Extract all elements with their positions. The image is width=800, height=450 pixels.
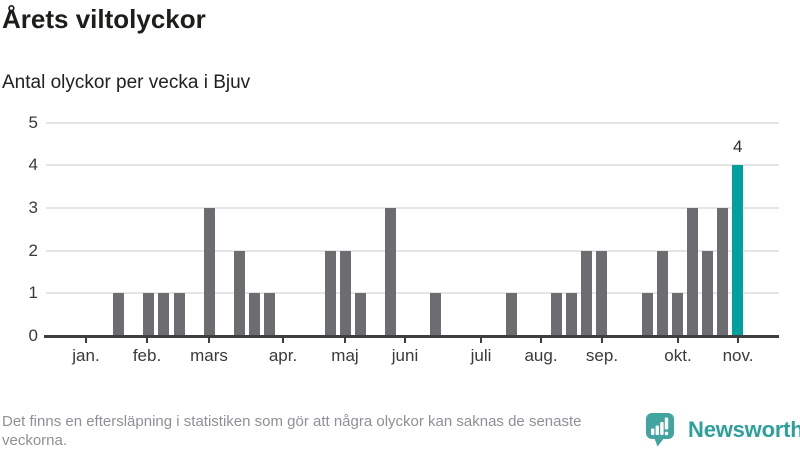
- x-axis-month-label: feb.: [132, 346, 162, 365]
- x-axis-tick: [601, 338, 603, 343]
- chart-bar: [656, 250, 668, 335]
- newsworthy-wordmark: Newsworthy: [688, 417, 800, 442]
- page-title: Årets viltolyckor: [2, 4, 206, 34]
- chart-bar: [671, 293, 683, 335]
- x-axis-tick: [404, 338, 406, 343]
- x-axis-month-label: sep.: [585, 346, 619, 365]
- chart-bar: [173, 293, 185, 335]
- chart-bar: [143, 293, 155, 335]
- chart-bar: [717, 207, 729, 335]
- footnote-disclaimer: Det finns en eftersläpning i statistiken…: [2, 413, 582, 449]
- y-axis-tick-label: 0: [28, 326, 38, 345]
- y-axis-tick-label: 3: [28, 197, 38, 217]
- highlight-value-label: 4: [732, 137, 743, 157]
- chart-bar: [249, 293, 260, 335]
- y-axis-tick-label: 4: [28, 155, 38, 175]
- x-axis-month-label: nov.: [722, 346, 754, 365]
- gridline-y1: [46, 292, 779, 295]
- chart-subtitle: Antal olyckor per vecka i Bjuv: [2, 72, 251, 93]
- y-axis-tick-label: 5: [28, 112, 38, 132]
- chart-bar: [264, 293, 276, 335]
- x-axis-tick: [540, 338, 542, 343]
- chart-bar: [158, 293, 170, 335]
- chart-bar: [113, 293, 125, 335]
- chart-bar: [581, 250, 593, 335]
- newsworthy-bubble-chart-icon: [644, 411, 680, 449]
- y-axis-tick-label: 2: [28, 240, 38, 260]
- chart-bar: [430, 293, 442, 335]
- x-axis-tick: [85, 338, 87, 343]
- x-axis-month-label: juli: [470, 346, 492, 365]
- chart-bar: [233, 250, 245, 335]
- chart-bar: [339, 250, 351, 335]
- x-axis-tick: [208, 338, 210, 343]
- chart-bar: [551, 293, 562, 335]
- chart-bar-highlighted: [732, 165, 744, 335]
- x-axis-month-label: maj: [331, 346, 359, 365]
- y-axis-tick-label: 1: [28, 283, 38, 303]
- chart-bar: [203, 207, 215, 335]
- chart-bar: [505, 293, 517, 335]
- chart-bar: [324, 250, 336, 335]
- x-axis-tick: [282, 338, 284, 343]
- chart-bar: [641, 293, 653, 335]
- chart-bar: [702, 250, 713, 335]
- x-axis-tick: [146, 338, 148, 343]
- chart-bar: [596, 250, 608, 335]
- chart-bar: [384, 207, 396, 335]
- gridline-y3: [46, 206, 779, 209]
- x-axis-tick: [480, 338, 482, 343]
- gridline-y4: [46, 164, 779, 167]
- x-axis-month-label: juni: [391, 346, 419, 365]
- x-axis-month-label: apr.: [268, 346, 298, 365]
- x-axis-line: [44, 335, 779, 338]
- chart-bar: [354, 293, 366, 335]
- gridline-y2: [46, 249, 779, 252]
- chart-bar: [566, 293, 578, 335]
- chart-bar: [686, 207, 698, 335]
- newsworthy-logo: Newsworthy: [644, 411, 800, 449]
- x-axis-tick: [344, 338, 346, 343]
- x-axis-month-label: okt.: [664, 346, 692, 365]
- x-axis-month-label: jan.: [72, 346, 100, 365]
- x-axis-tick: [677, 338, 679, 343]
- x-axis-month-label: mars: [190, 346, 228, 365]
- x-axis-month-label: aug.: [524, 346, 558, 365]
- gridline-y5: [46, 121, 779, 124]
- x-axis-tick: [737, 338, 739, 343]
